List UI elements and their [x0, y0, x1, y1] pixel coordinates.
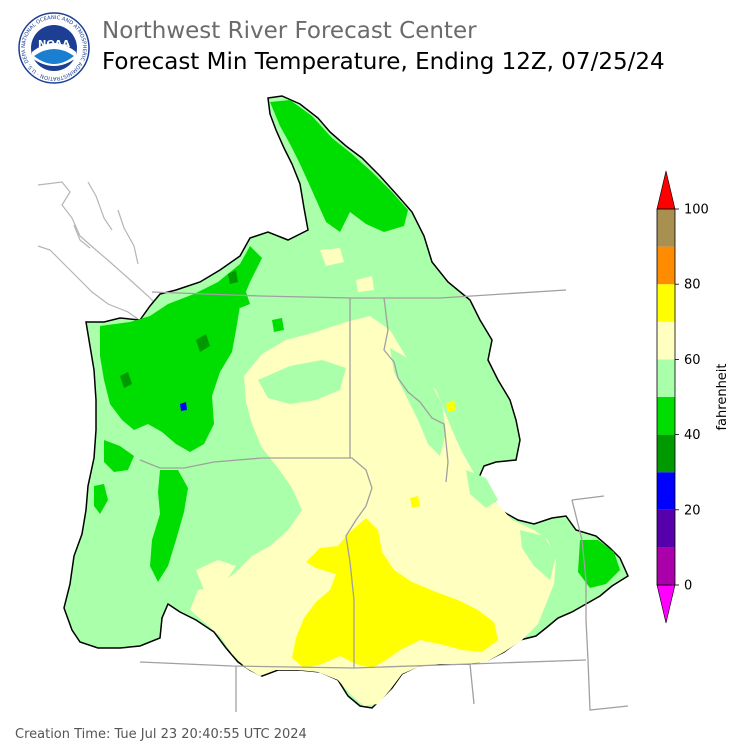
colorbar-cell	[657, 246, 675, 285]
zone-50-60-patches	[206, 348, 556, 580]
logo-center-text: NOAA	[38, 39, 70, 50]
colorbar-tick-label: 0	[684, 579, 692, 594]
colorbar-cell	[657, 359, 675, 397]
colorbar-tick-label: 100	[684, 203, 709, 218]
map-title: Forecast Min Temperature, Ending 12Z, 07…	[102, 49, 665, 75]
temperature-colorbar: 0 20 40 60 80 100 fahrenheit	[656, 170, 730, 624]
colorbar-cell	[657, 284, 675, 322]
colorbar-tick-label: 40	[684, 428, 701, 443]
zone-20-30	[180, 402, 187, 411]
state-boundaries	[139, 289, 629, 712]
colorbar-cell	[657, 397, 675, 435]
noaa-logo-icon: NATIONAL OCEANIC AND ATMOSPHERIC ADMINIS…	[18, 12, 90, 84]
colorbar-cell	[657, 509, 675, 548]
zone-70-80	[292, 400, 498, 668]
colorbar-over-triangle	[656, 170, 676, 210]
colorbar-tick-label: 60	[684, 353, 701, 368]
colorbar-tick-label: 80	[684, 278, 701, 293]
creation-time: Creation Time: Tue Jul 23 20:40:55 UTC 2…	[15, 727, 307, 742]
colorbar-cell	[657, 434, 675, 473]
zone-30-40	[120, 270, 238, 388]
zone-40-50	[94, 100, 620, 588]
colorbar-frame	[656, 208, 676, 586]
colorbar-under-triangle	[656, 584, 676, 624]
temperature-map	[37, 95, 629, 712]
colorbar-tick-label: 20	[684, 503, 701, 518]
colorbar-cell	[657, 209, 675, 247]
colorbar-cell	[657, 547, 675, 585]
colorbar-cell	[657, 472, 675, 510]
org-title: Northwest River Forecast Center	[102, 18, 477, 44]
colorbar-unit-label: fahrenheit	[715, 363, 730, 430]
colorbar-cell	[657, 321, 675, 360]
